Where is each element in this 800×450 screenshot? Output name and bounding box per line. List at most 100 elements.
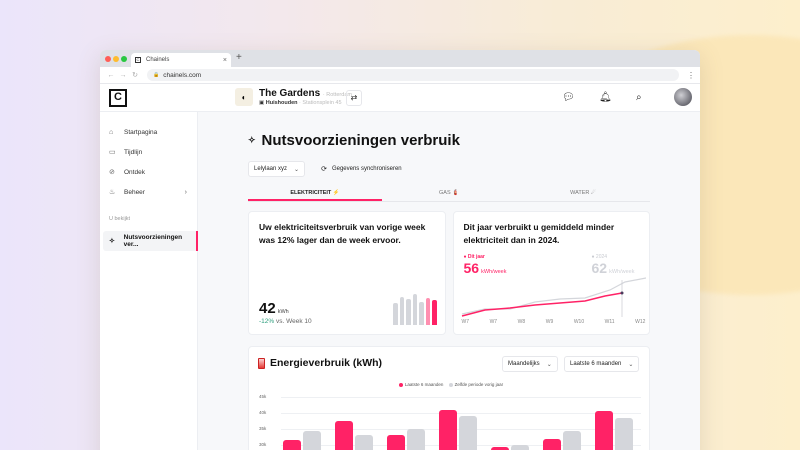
sparkle-icon: ✧ (109, 238, 115, 245)
community-address: · Stationsplein 45 (299, 100, 342, 106)
mini-bar (425, 298, 430, 325)
weekly-usage-value: 42 kWh (259, 300, 289, 317)
sparkle-icon: ✧ (248, 135, 256, 145)
bar-previous[interactable] (459, 416, 477, 450)
yearly-comparison-title: Dit jaar verbruikt u gemiddeld minder el… (463, 222, 615, 245)
page-title: ✧ Nutsvoorzieningen verbruik (248, 132, 460, 149)
community-subtitle: ▣ Huishouden · Stationsplein 45 (259, 100, 342, 106)
y-label: 30k (259, 442, 267, 447)
energy-usage-title: Energieverbruik (kWh) (258, 357, 382, 369)
bar-current[interactable] (283, 440, 301, 450)
legend-this-year: ● Dit jaar (463, 254, 485, 260)
bar-current[interactable] (335, 421, 353, 450)
maximize-window-button[interactable] (121, 56, 127, 62)
bar-previous[interactable] (511, 445, 529, 450)
bar-current[interactable] (387, 435, 405, 450)
timeline-icon: ▭ (109, 149, 116, 156)
community-city: · Rotterdam (322, 92, 352, 98)
yearly-comparison-card: Dit jaar verbruikt u gemiddeld minder el… (452, 211, 650, 335)
mini-bar (419, 302, 424, 325)
yearly-line-chart (461, 277, 646, 317)
chevron-down-icon: ⌄ (546, 361, 552, 368)
sidebar-item-startpagina[interactable]: ⌂ Startpagina (109, 128, 158, 136)
period-select[interactable]: Maandelijks ⌄ (502, 356, 558, 372)
bar-current[interactable] (491, 446, 509, 450)
bar-current[interactable] (595, 411, 613, 450)
chat-icon[interactable]: 💬︎ (562, 92, 575, 103)
bar-previous[interactable] (563, 430, 581, 450)
forward-icon[interactable]: → (119, 71, 127, 79)
weekly-usage-title: Uw elektriciteitsverbruik van vorige wee… (259, 222, 426, 245)
mini-bar (393, 303, 398, 325)
weekly-usage-comparison: -12% vs. Week 10 (259, 318, 312, 325)
sidebar-item-nutsvoorzieningen[interactable]: ✧ Nutsvoorzieningen ver... (103, 231, 198, 251)
energy-bar-chart (281, 387, 641, 450)
sidebar: ⌂ Startpagina ▭ Tijdlijn ⊘ Ontdek ♨ Behe… (100, 112, 198, 450)
mini-bar (399, 297, 404, 325)
browser-menu-icon[interactable]: ⋮ (687, 70, 695, 80)
bar-current[interactable] (543, 438, 561, 450)
home-icon: ⌂ (109, 128, 114, 136)
energy-chart-legend: Laatste 6 maanden Zelfde periode vorig j… (249, 382, 649, 387)
sync-icon: ⟳ (321, 166, 327, 173)
legend-2024: ● 2024 (591, 254, 608, 260)
switch-community-button[interactable]: ⇄ (346, 90, 362, 106)
battery-icon (258, 357, 265, 369)
browser-tabbar: C Chainels × + (100, 50, 700, 67)
tab-title: Chainels (146, 57, 170, 63)
manage-icon: ♨ (109, 189, 116, 196)
chevron-down-icon: ⌄ (294, 166, 300, 173)
minimize-window-button[interactable] (113, 56, 119, 62)
url-text: chainels.com (163, 71, 202, 79)
favicon-icon: C (135, 57, 141, 63)
browser-window: C Chainels × + ← → ↻ 🔒 chainels.com ⋮ C … (100, 50, 700, 450)
sidebar-item-ontdek[interactable]: ⊘ Ontdek (109, 168, 145, 177)
y-label: 45k (259, 394, 267, 399)
app-header: C ◐ The Gardens · Rotterdam ▣ Huishouden… (100, 84, 700, 112)
reload-icon[interactable]: ↻ (132, 72, 138, 79)
household-icon: ▣ (259, 100, 266, 106)
location-select[interactable]: Lelylaan xyz ⌄ (248, 161, 306, 177)
range-select[interactable]: Laatste 6 maanden ⌄ (564, 356, 640, 372)
bar-previous[interactable] (615, 417, 633, 450)
tab-gas[interactable]: GAS 🧯 (439, 190, 459, 196)
chainels-logo[interactable]: C (109, 89, 127, 107)
weekly-mini-bar-chart (393, 294, 438, 325)
bar-previous[interactable] (355, 435, 373, 450)
url-input[interactable]: 🔒 chainels.com (147, 69, 679, 81)
chevron-right-icon: › (184, 188, 187, 196)
this-year-value: 56 kWh/week (463, 260, 507, 276)
bell-icon[interactable]: 🔔︎ (599, 92, 612, 103)
sync-data-button[interactable]: ⟳ Gegevens synchroniseren (321, 166, 402, 173)
lock-icon: 🔒 (153, 72, 160, 78)
bar-current[interactable] (439, 409, 457, 450)
close-tab-icon[interactable]: × (222, 56, 227, 64)
browser-tab[interactable]: C Chainels × (131, 53, 231, 67)
legend-dot-previous (448, 382, 453, 387)
y-label: 40k (259, 410, 267, 415)
line-chart-x-axis: W7 W7 W8 W9 W10 W11 W12 (461, 319, 646, 325)
chevron-down-icon: ⌄ (628, 361, 634, 368)
new-tab-button[interactable]: + (236, 52, 242, 63)
legend-dot-current (398, 382, 403, 387)
address-bar-row: ← → ↻ 🔒 chainels.com ⋮ (100, 67, 700, 84)
weekly-usage-card: Uw elektriciteitsverbruik van vorige wee… (248, 211, 446, 335)
compass-icon: ⊘ (109, 169, 115, 176)
sidebar-section-label: U bekijkt (109, 216, 131, 222)
mini-bar (432, 300, 437, 325)
sidebar-item-tijdlijn[interactable]: ▭ Tijdlijn (109, 148, 143, 157)
sidebar-item-beheer[interactable]: ♨ Beheer › (109, 188, 187, 197)
bar-previous[interactable] (303, 430, 321, 450)
energy-usage-card: Energieverbruik (kWh) Maandelijks ⌄ Laat… (248, 346, 650, 450)
utility-tabs: ELEKTRICITEIT ⚡ GAS 🧯 WATER ☄ (248, 187, 650, 202)
bar-previous[interactable] (407, 429, 425, 450)
close-window-button[interactable] (105, 56, 111, 62)
tab-water[interactable]: WATER ☄ (570, 190, 596, 196)
y-label: 35k (259, 426, 267, 431)
search-icon[interactable]: ⌕ (636, 92, 642, 103)
tab-elektriciteit[interactable]: ELEKTRICITEIT ⚡ (248, 187, 382, 201)
avatar[interactable] (674, 88, 692, 106)
back-icon[interactable]: ← (107, 71, 115, 79)
community-image: ◐ (235, 88, 253, 106)
community-switcher[interactable]: ◐ The Gardens · Rotterdam ▣ Huishouden ·… (235, 88, 352, 106)
